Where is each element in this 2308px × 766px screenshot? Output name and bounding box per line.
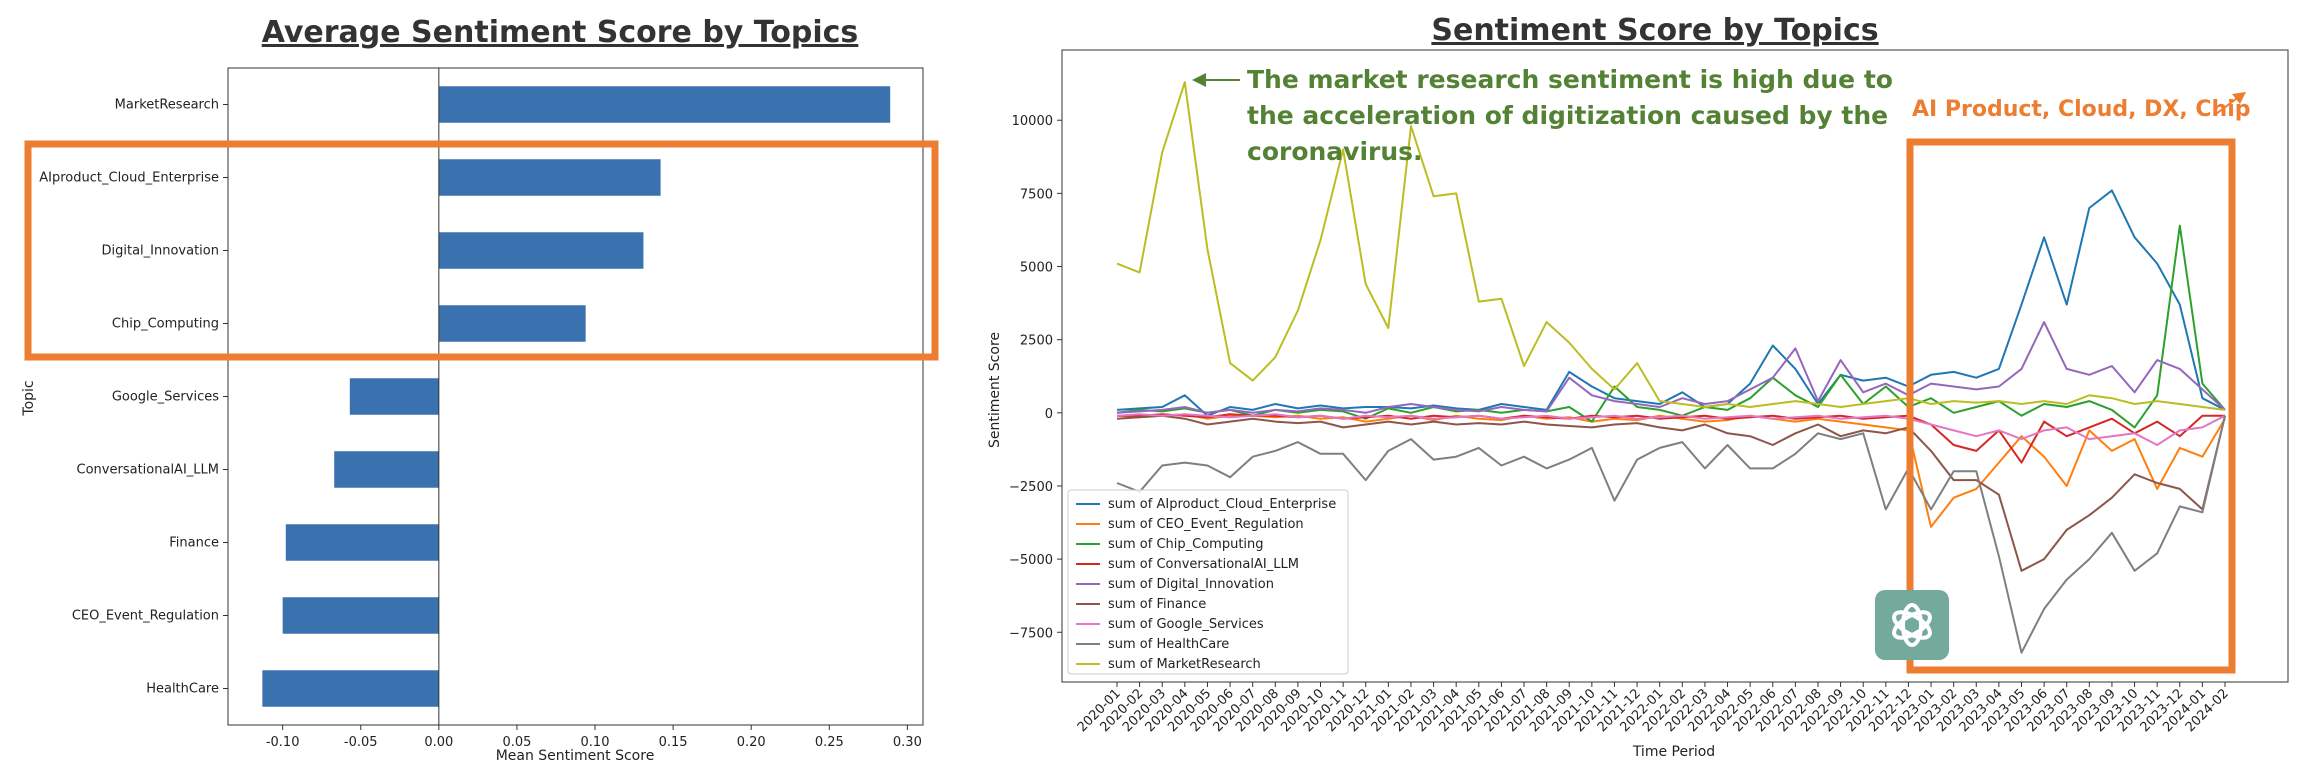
y-tick-label: 2500 [1020,334,1053,349]
right-y-tick-labels: −7500 −5000 −2500 0 2500 5000 7500 10000 [1009,114,1062,641]
y-tick-label: Digital_Innovation [102,244,220,259]
x-tick-label: 0.30 [893,735,922,750]
y-tick-label: 5000 [1020,261,1053,276]
ai-annotation: AI Product, Cloud, DX, Chip [1912,92,2251,122]
bar-Chip_Computing [438,305,586,342]
left-bar-chart: Average Sentiment Score by Topics Market… [21,15,939,764]
legend-entry: sum of HealthCare [1108,637,1229,652]
y-tick-label: 0 [1045,407,1053,422]
left-y-tick-labels: MarketResearch AIproduct_Cloud_Enterprise… [39,98,228,697]
legend-entry: sum of AIproduct_Cloud_Enterprise [1108,497,1336,512]
y-tick-label: −2500 [1009,480,1053,495]
legend-frame [1067,489,1349,675]
openai-logo-icon [1875,590,1949,660]
left-x-tick-labels: -0.10 -0.05 0.00 0.05 0.10 0.15 0.20 0.25 0.30 [266,725,922,750]
y-tick-label: MarketResearch [115,98,219,113]
series-line-sum-of-Finance [1116,414,2226,572]
bar-CEO_Event_Regulation [282,597,439,634]
legend-entry: sum of Chip_Computing [1108,537,1264,552]
right-x-tick-labels: 2020-012020-022020-032020-042020-052020-… [1075,682,2232,735]
bar-Google_Services [349,378,439,415]
y-tick-label: −7500 [1009,626,1053,641]
x-tick-label: 0.00 [424,735,453,750]
y-tick-label: 10000 [1012,114,1053,129]
annotation-line-1: The market research sentiment is high du… [1247,65,1893,94]
bar-Finance [285,524,439,561]
left-bars [262,86,891,707]
ai-annotation-text: AI Product, Cloud, DX, Chip [1912,97,2251,122]
x-tick-label: -0.05 [344,735,378,750]
annotation-line-3: coronavirus. [1247,137,1423,166]
arrow-up-right-head-icon [2232,92,2246,104]
series-line-sum-of-MarketResearch [1116,81,2226,411]
y-tick-label: Finance [169,536,219,551]
bar-Digital_Innovation [438,232,644,269]
series-line-sum-of-AIproduct_Cloud_Enterprise [1116,189,2226,417]
legend-entry: sum of CEO_Event_Regulation [1108,517,1304,532]
bar-AIproduct_Cloud_Enterprise [438,159,661,196]
y-tick-label: 7500 [1020,187,1053,202]
y-tick-label: HealthCare [146,682,219,697]
x-tick-label: 0.05 [502,735,531,750]
bar-HealthCare [262,670,439,707]
x-tick-label: 0.10 [581,735,610,750]
legend-entry: sum of MarketResearch [1108,657,1261,672]
y-tick-label: −5000 [1009,553,1053,568]
bar-MarketResearch [438,86,891,123]
right-chart-title: Sentiment Score by Topics [1431,13,1878,48]
bar-ConversationalAI_LLM [334,451,439,488]
y-tick-label: Google_Services [112,390,219,405]
legend-entry: sum of Google_Services [1108,617,1264,632]
series-line-sum-of-Chip_Computing [1116,224,2226,429]
right-line-chart: Sentiment Score by Topics −7500 −5000 −250… [987,13,2289,760]
series-line-sum-of-Google_Services [1116,413,2226,446]
y-tick-label: CEO_Event_Regulation [72,609,219,624]
legend-entry: sum of ConversationalAI_LLM [1108,557,1299,572]
y-tick-label: Chip_Computing [112,317,219,332]
x-tick-label: 0.15 [659,735,688,750]
right-plot-frame [1061,49,2289,683]
series-lines [1116,81,2226,654]
right-y-axis-label: Sentiment Score [987,332,1003,448]
arrow-head-icon [1192,73,1206,87]
y-tick-label: ConversationalAI_LLM [77,463,219,478]
legend-entry: sum of Finance [1108,597,1206,612]
market-research-annotation: The market research sentiment is high du… [1192,65,1893,166]
annotation-line-2: the acceleration of digitization caused … [1247,101,1888,130]
x-tick-label: 0.25 [815,735,844,750]
x-tick-label: -0.10 [266,735,300,750]
left-x-axis-label: Mean Sentiment Score [496,748,655,764]
highlight-box [24,140,939,361]
left-chart-title: Average Sentiment Score by Topics [262,15,859,50]
series-line-sum-of-HealthCare [1116,415,2226,654]
left-y-axis-label: Topic [21,380,37,416]
y-tick-label: AIproduct_Cloud_Enterprise [39,171,219,186]
x-tick-label: 0.20 [737,735,766,750]
right-x-axis-label: Time Period [1632,744,1715,760]
highlight-box-2023 [1906,138,2236,674]
legend-entry: sum of Digital_Innovation [1108,577,1274,592]
